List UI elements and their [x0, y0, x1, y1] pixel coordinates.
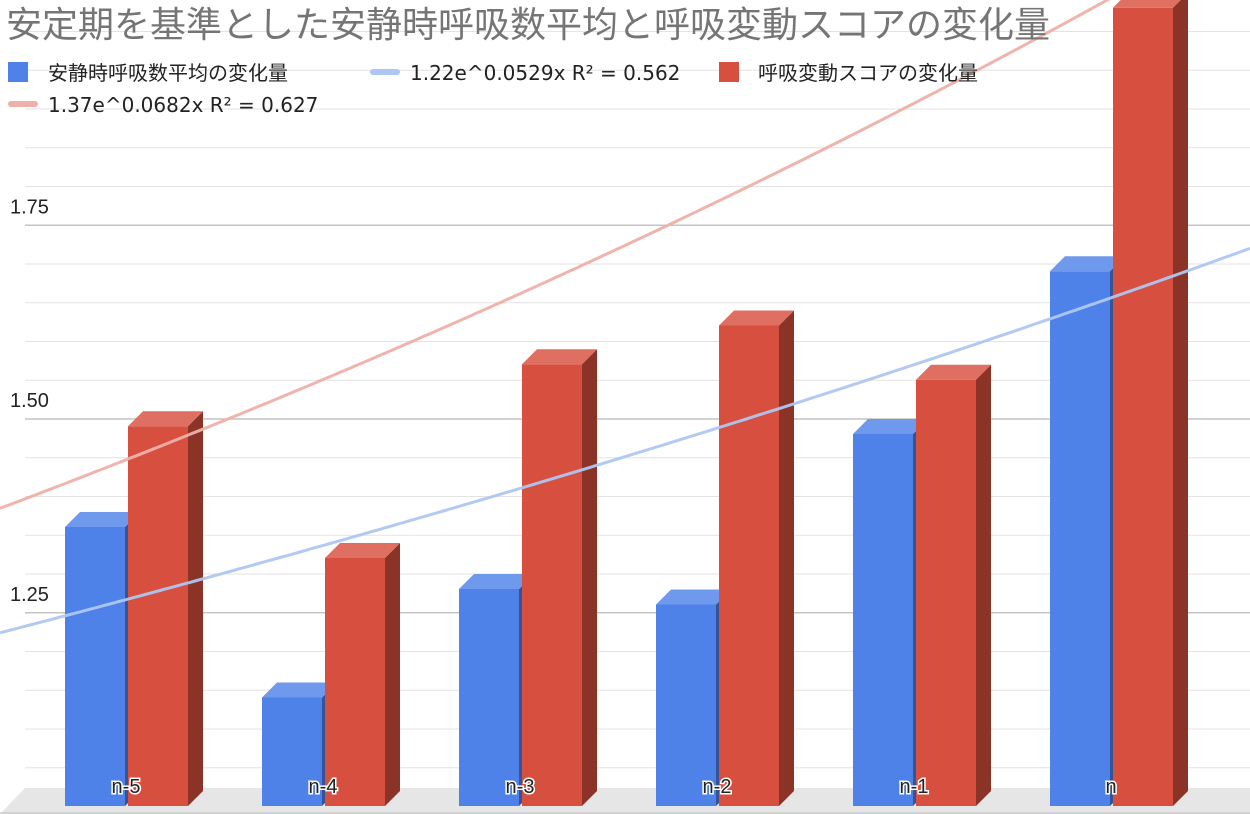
x-category-label: n-4	[309, 776, 338, 798]
x-category-label: n-3	[506, 776, 535, 798]
legend-label-series-1: 安静時呼吸数平均の変化量	[48, 61, 288, 85]
bar-top	[128, 411, 203, 427]
bar-top	[916, 364, 991, 380]
bars	[65, 0, 1188, 806]
legend-swatch-trend-2	[8, 101, 38, 107]
y-tick-label: 1.50	[10, 390, 49, 412]
bar-side	[385, 543, 400, 806]
bar-top	[853, 419, 928, 434]
bar-side	[188, 411, 203, 806]
bar-series-2-n-4	[325, 543, 400, 806]
x-category-label: n-1	[900, 776, 929, 798]
trendline-2	[0, 0, 1111, 510]
bar-series-2-n-5	[128, 411, 203, 806]
bar-top	[1050, 256, 1125, 272]
bar-front	[853, 434, 913, 806]
legend-label-trend-1: 1.22e^0.0529x R² = 0.562	[410, 61, 680, 85]
x-category-label: n	[1105, 776, 1116, 798]
x-category-label: n-5	[112, 776, 141, 798]
y-tick-label: 1.75	[10, 196, 49, 218]
bar-front	[128, 426, 188, 806]
bar-series-2-n-3	[522, 349, 597, 806]
bar-side	[582, 349, 597, 806]
bar-front	[1050, 271, 1110, 806]
legend-label-series-2: 呼吸変動スコアの変化量	[758, 61, 978, 85]
x-category-label: n-2	[703, 776, 732, 798]
bar-top	[522, 349, 597, 365]
x-axis-categories: n-5 n-4 n-3 n-2 n-1 n	[110, 775, 1118, 800]
legend: 安静時呼吸数平均の変化量 1.22e^0.0529x R² = 0.562 呼吸…	[8, 61, 978, 117]
chart-title: 安定期を基準とした安静時呼吸数平均と呼吸変動スコアの変化量	[6, 5, 1050, 46]
bar-top	[719, 310, 794, 326]
bar-front	[916, 379, 976, 806]
bar-front	[1113, 7, 1173, 806]
legend-label-trend-2: 1.37e^0.0682x R² = 0.627	[48, 93, 318, 117]
y-tick-label: 1.25	[10, 584, 49, 606]
bar-front	[262, 697, 322, 806]
bar-front	[656, 604, 716, 806]
bar-top	[656, 589, 731, 605]
bar-front	[719, 325, 779, 806]
y-axis-ticks: 1.25 1.50 1.75	[10, 196, 49, 606]
bar-front	[522, 364, 582, 806]
legend-swatch-trend-1	[370, 69, 400, 75]
bar-top	[1113, 0, 1181, 8]
bar-top	[262, 682, 337, 698]
bar-front	[325, 558, 385, 806]
bar-series-2-n-1	[916, 364, 991, 806]
bar-series-2-n-2	[719, 310, 794, 806]
bar-side	[779, 310, 794, 806]
bar-front	[459, 589, 519, 806]
bar-series-2-n	[1113, 0, 1188, 806]
gridlines	[25, 31, 1250, 769]
trendlines	[0, 0, 1250, 635]
bar-top	[459, 574, 534, 589]
bar-top	[65, 512, 140, 527]
bar-side	[1173, 0, 1188, 806]
legend-swatch-series-2	[719, 62, 739, 82]
bar-side	[976, 364, 991, 806]
legend-swatch-series-1	[8, 62, 28, 82]
bar-top	[325, 543, 400, 558]
trendline-1	[0, 246, 1250, 635]
bar-front	[65, 527, 125, 806]
